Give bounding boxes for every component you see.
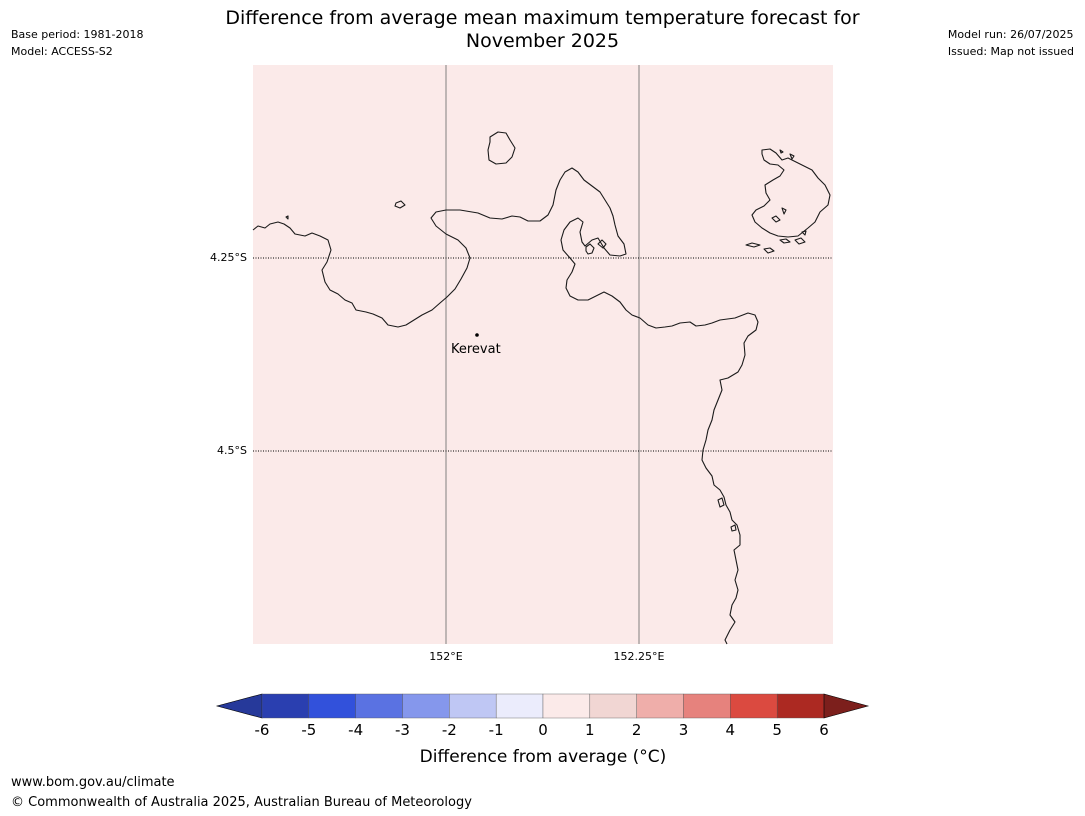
model-run-text: Model run: 26/07/2025: [947, 28, 1074, 41]
lat-label-4-25: 4.25°S: [210, 251, 247, 264]
colorbar-cell: [261, 693, 310, 719]
colorbar-cell: [636, 693, 684, 719]
kerevat-marker: [475, 333, 479, 337]
colorbar-tick-label: 3: [678, 721, 689, 739]
colorbar-tick-label: 1: [585, 721, 595, 739]
title-line-1: Difference from average mean maximum tem…: [225, 7, 860, 29]
base-period-text: Base period: 1981-2018: [11, 28, 144, 41]
model-text: Model: ACCESS-S2: [11, 45, 113, 58]
colorbar-cell: [355, 693, 403, 719]
lon-label-152: 152°E: [429, 650, 463, 663]
header-left: Base period: 1981-2018 Model: ACCESS-S2: [11, 26, 143, 60]
colorbar-tick-label: -4: [348, 721, 364, 739]
map-title: Difference from average mean maximum tem…: [180, 7, 905, 53]
colorbar-label: Difference from average (°C): [419, 747, 667, 767]
colorbar-extend-low: [215, 693, 263, 719]
coastline: [252, 131, 831, 645]
colorbar-cell: [402, 693, 450, 719]
footer-copyright: © Commonwealth of Australia 2025, Austra…: [11, 795, 472, 810]
title-line-2: November 2025: [465, 30, 620, 52]
colorbar-cell: [730, 693, 778, 719]
header-right: Model run: 26/07/2025 Issued: Map not is…: [948, 26, 1074, 60]
colorbar-tick-label: -1: [488, 721, 504, 739]
colorbar-tick-label: -6: [254, 721, 270, 739]
colorbar-tick-label: 4: [725, 721, 736, 739]
colorbar-cell: [776, 693, 825, 719]
footer-url: www.bom.gov.au/climate: [11, 775, 175, 790]
colorbar-cell: [495, 693, 544, 719]
colorbar-tick-label: 5: [772, 721, 782, 739]
colorbar-tick-label: -2: [441, 721, 457, 739]
colorbar-cell: [683, 693, 731, 719]
colorbar-cell: [308, 693, 356, 719]
colorbar-cell: [449, 693, 497, 719]
lon-label-152-25: 152.25°E: [613, 650, 665, 663]
colorbar-tick-label: 2: [631, 721, 642, 739]
colorbar-tick-label: 0: [538, 721, 548, 739]
colorbar-cell: [542, 693, 591, 719]
colorbar-tick-label: 6: [819, 721, 829, 739]
colorbar-tick-label: -3: [395, 721, 410, 739]
issued-text: Issued: Map not issued: [947, 45, 1074, 58]
colorbar-tick-label: -5: [301, 721, 317, 739]
lat-label-4-5: 4.5°S: [217, 444, 247, 457]
place-label-kerevat: Kerevat: [451, 342, 501, 357]
colorbar-cell: [589, 693, 637, 719]
colorbar-extend-high: [823, 693, 870, 719]
